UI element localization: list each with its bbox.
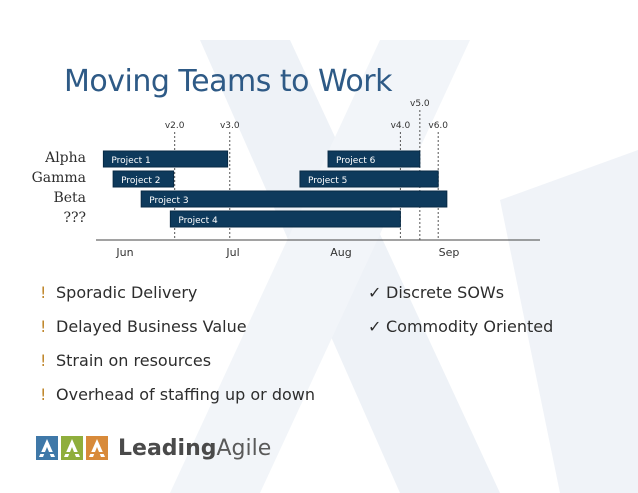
project-bar <box>102 150 229 168</box>
logo-tile-orange-icon <box>86 436 108 460</box>
company-logo: LeadingAgile <box>36 428 271 468</box>
month-label: Aug <box>330 246 351 259</box>
project-bar <box>112 170 175 188</box>
release-label: v4.0 <box>391 121 411 131</box>
checkmark-icon: ✓ <box>368 317 382 336</box>
problem-text: Delayed Business Value <box>56 317 247 336</box>
release-label: v5.0 <box>410 99 430 109</box>
problem-text: Sporadic Delivery <box>56 283 198 302</box>
problem-item: ! Overhead of staffing up or down <box>40 384 315 418</box>
logo-tile-blue-icon <box>36 436 58 460</box>
logo-mark <box>36 436 108 460</box>
logo-wordmark-agile: Agile <box>216 435 272 461</box>
team-label: Gamma <box>32 170 86 186</box>
benefit-item: ✓ Discrete SOWs <box>368 282 553 316</box>
problem-item: ! Strain on resources <box>40 350 315 384</box>
problem-item: ! Delayed Business Value <box>40 316 315 350</box>
release-label: v6.0 <box>428 121 448 131</box>
month-label: Sep <box>439 246 460 259</box>
project-bar <box>299 170 439 188</box>
team-label: ??? <box>63 210 86 226</box>
project-bar <box>140 190 448 208</box>
problem-text: Strain on resources <box>56 351 212 370</box>
exclamation-icon: ! <box>40 385 47 404</box>
release-label: v3.0 <box>220 121 240 131</box>
checkmark-icon: ✓ <box>368 283 382 302</box>
problems-list: ! Sporadic Delivery ! Delayed Business V… <box>40 282 315 418</box>
exclamation-icon: ! <box>40 317 47 336</box>
project-label: Project 2 <box>121 176 160 186</box>
month-label: Jul <box>225 246 239 259</box>
logo-wordmark-leading: Leading <box>118 435 217 461</box>
logo-wordmark: LeadingAgile <box>118 436 271 461</box>
project-bar <box>169 210 401 228</box>
benefit-text: Discrete SOWs <box>386 283 505 302</box>
project-bar <box>327 150 421 168</box>
team-label: Beta <box>53 190 86 206</box>
project-label: Project 4 <box>178 216 218 226</box>
project-label: Project 1 <box>111 156 150 166</box>
benefit-item: ✓ Commodity Oriented <box>368 316 553 350</box>
exclamation-icon: ! <box>40 283 47 302</box>
project-label: Project 5 <box>308 176 347 186</box>
release-label: v2.0 <box>165 121 185 131</box>
benefits-list: ✓ Discrete SOWs ✓ Commodity Oriented <box>368 282 553 350</box>
project-label: Project 6 <box>336 156 376 166</box>
project-label: Project 3 <box>149 196 188 206</box>
problem-item: ! Sporadic Delivery <box>40 282 315 316</box>
exclamation-icon: ! <box>40 351 47 370</box>
problem-text: Overhead of staffing up or down <box>56 385 316 404</box>
team-label: Alpha <box>44 150 86 166</box>
month-label: Jun <box>115 246 133 259</box>
logo-tile-green-icon <box>61 436 83 460</box>
benefit-text: Commodity Oriented <box>386 317 554 336</box>
slide-title: Moving Teams to Work <box>64 64 393 99</box>
